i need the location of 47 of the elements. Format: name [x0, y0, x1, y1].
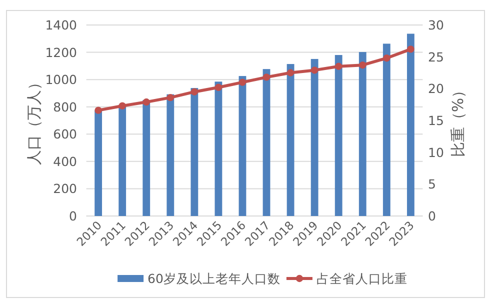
y-tick-label: 400: [53, 154, 78, 169]
bar: [190, 88, 198, 216]
bar: [382, 44, 390, 216]
y-tick-label: 1400: [45, 18, 78, 32]
point: [359, 62, 366, 69]
bar: [142, 100, 150, 216]
bar: [262, 69, 270, 216]
point: [286, 69, 294, 76]
y-tick-label: 200: [53, 181, 78, 196]
y-tick-label: 1000: [45, 72, 78, 88]
y-axis-title: 人口（万人）: [25, 75, 43, 165]
y2-tick-label: 25: [428, 49, 444, 64]
point: [262, 74, 270, 81]
point: [310, 66, 318, 74]
point: [214, 84, 222, 91]
point: [238, 78, 246, 86]
bar: [358, 52, 366, 216]
bar: [214, 82, 222, 216]
y2-tick-label: 30: [428, 18, 444, 32]
bar: [334, 55, 342, 216]
y-tick-label: 600: [53, 126, 78, 142]
y-tick-label: 1200: [45, 44, 78, 60]
y2-tick-label: 20: [428, 81, 444, 96]
bar: [310, 58, 318, 216]
legend-label: 60岁及以上老年人口数: [148, 271, 280, 286]
y2-tick-label: 0: [428, 208, 436, 224]
y2-tick-label: 15: [428, 113, 444, 128]
bar: [286, 64, 294, 216]
legend-label: 占全省人口比重: [316, 271, 408, 286]
y2-tick-label: 10: [428, 144, 444, 160]
bar: [94, 110, 102, 216]
point: [335, 62, 342, 70]
bar: [166, 94, 174, 216]
point: [190, 88, 198, 96]
y-tick-label: 0: [69, 208, 78, 224]
bar: [238, 76, 246, 216]
y-tick-label: 800: [53, 99, 78, 114]
point: [166, 94, 174, 102]
y2-tick-label: 5: [428, 176, 436, 192]
y2-axis-title: 比重（%）: [449, 82, 467, 158]
point: [142, 98, 150, 106]
bar: [406, 34, 414, 216]
point: [383, 54, 390, 62]
point: [118, 102, 126, 110]
bar: [118, 104, 126, 216]
point: [407, 46, 414, 53]
point: [94, 106, 102, 114]
